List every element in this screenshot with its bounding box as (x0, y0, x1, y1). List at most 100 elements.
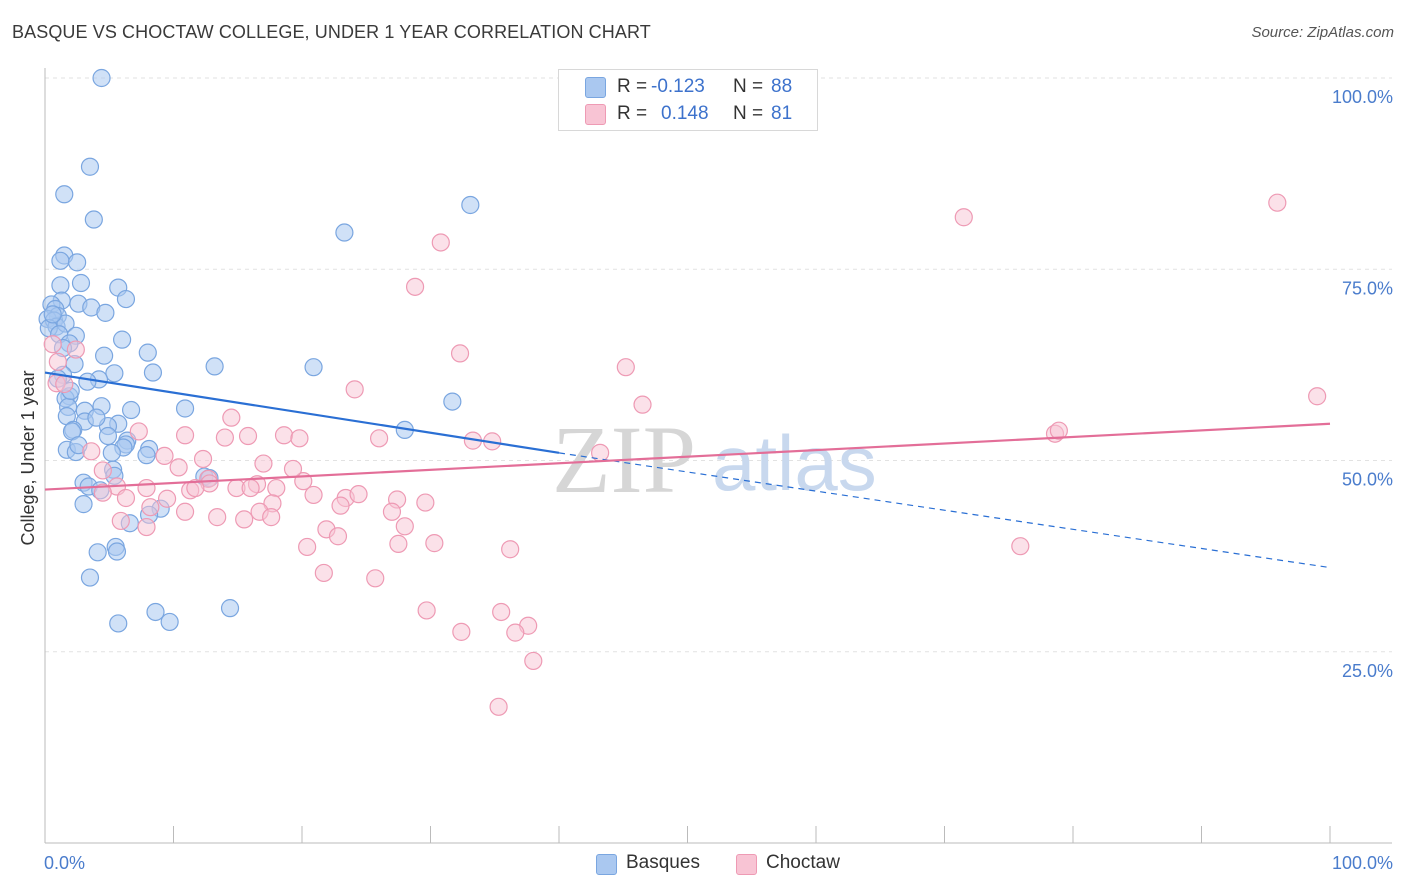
choctaw-point (349, 485, 368, 504)
choctaw-point (116, 488, 136, 508)
y-axis-label: College, Under 1 year (18, 370, 38, 545)
basques-point (121, 400, 141, 420)
choctaw-point (267, 478, 286, 498)
choctaw-point (314, 563, 333, 583)
tick-labels: 100.0% 75.0% 50.0% 25.0% 0.0% 100.0% (44, 87, 1393, 873)
choctaw-point (129, 422, 148, 441)
choctaw-point (416, 493, 435, 512)
choctaw-point (1049, 421, 1068, 440)
basques-r-value: -0.123 (651, 76, 705, 97)
choctaw-point (395, 517, 414, 536)
choctaw-point (489, 697, 508, 716)
y-tick-label: 100.0% (1332, 87, 1393, 107)
choctaw-point (238, 426, 258, 446)
basques-point (443, 392, 462, 411)
basques-trend-line (44, 371, 560, 454)
choctaw-point (633, 395, 652, 414)
choctaw-point (262, 508, 281, 527)
basques-point (87, 408, 106, 427)
basques-point (74, 495, 93, 514)
choctaw-point (55, 374, 74, 394)
choctaw-point (48, 352, 67, 371)
basques-legend-label: Basques (626, 852, 700, 873)
choctaw-point (155, 446, 174, 466)
grid-lines (45, 77, 1392, 653)
choctaw-point (222, 408, 241, 427)
choctaw-point (169, 458, 188, 477)
choctaw-point (43, 335, 62, 354)
choctaw-point (111, 511, 130, 531)
choctaw-legend-label: Choctaw (766, 852, 840, 873)
choctaw-r-value: 0.148 (661, 103, 709, 124)
choctaw-point (1011, 537, 1030, 556)
axes (44, 68, 1392, 844)
basques-n-value: 88 (771, 76, 793, 97)
choctaw-point (431, 233, 450, 252)
choctaw-point (331, 496, 350, 515)
choctaw-point (298, 537, 317, 557)
choctaw-point (157, 489, 177, 508)
basques-point (138, 343, 157, 362)
choctaw-point (591, 443, 610, 462)
choctaw-point (175, 426, 195, 445)
choctaw-point (283, 459, 303, 479)
choctaw-point (405, 277, 425, 296)
basques-point (107, 542, 127, 561)
basques-point (55, 185, 74, 204)
n-label: N = (733, 76, 764, 97)
x-tick-label: 100.0% (1332, 853, 1393, 873)
basques-point (102, 443, 121, 462)
choctaw-point (66, 340, 85, 359)
choctaw-point (208, 508, 227, 527)
basques-point (71, 273, 91, 293)
basques-point (220, 599, 240, 618)
choctaw-n-value: 81 (771, 103, 793, 124)
choctaw-point (235, 510, 254, 529)
choctaw-point (186, 478, 205, 498)
basques-swatch (585, 77, 606, 98)
choctaw-point (274, 426, 294, 445)
basques-point (175, 399, 195, 418)
basques-point (116, 289, 136, 309)
x-tick-label: 0.0% (44, 853, 85, 873)
series-choctaw (43, 193, 1327, 716)
basques-point (88, 543, 107, 562)
basques-point (109, 614, 128, 633)
series-basques (38, 68, 480, 633)
basques-point (98, 426, 118, 446)
basques-point (146, 602, 165, 622)
choctaw-point (501, 540, 520, 559)
choctaw-point (425, 534, 444, 553)
chart-title: BASQUE VS CHOCTAW COLLEGE, UNDER 1 YEAR … (12, 22, 651, 42)
choctaw-point (1268, 193, 1287, 212)
basques-point (84, 210, 103, 229)
choctaw-point (82, 442, 101, 461)
basques-point (461, 195, 480, 215)
choctaw-point (492, 602, 511, 622)
choctaw-point (450, 344, 470, 363)
choctaw-point (93, 483, 112, 502)
choctaw-point (506, 623, 525, 642)
basques-point (68, 253, 87, 272)
basques-point (92, 68, 111, 88)
basques-point (80, 157, 100, 176)
choctaw-swatch (585, 104, 606, 125)
basques-point (137, 446, 156, 465)
choctaw-point (1308, 387, 1327, 406)
basques-point (205, 357, 224, 376)
choctaw-point (370, 429, 389, 448)
choctaw-point (290, 429, 309, 448)
choctaw-point (616, 358, 635, 377)
n-label: N = (733, 103, 764, 124)
basques-point (43, 305, 62, 324)
basques-point (112, 330, 132, 349)
choctaw-point (254, 454, 273, 473)
basques-point (96, 303, 115, 322)
trend-lines (44, 371, 1331, 569)
choctaw-point (304, 485, 323, 505)
y-tick-label: 50.0% (1342, 470, 1393, 490)
choctaw-point (524, 651, 543, 671)
choctaw-point (241, 478, 260, 498)
choctaw-point (193, 449, 213, 469)
choctaw-point (452, 622, 471, 641)
